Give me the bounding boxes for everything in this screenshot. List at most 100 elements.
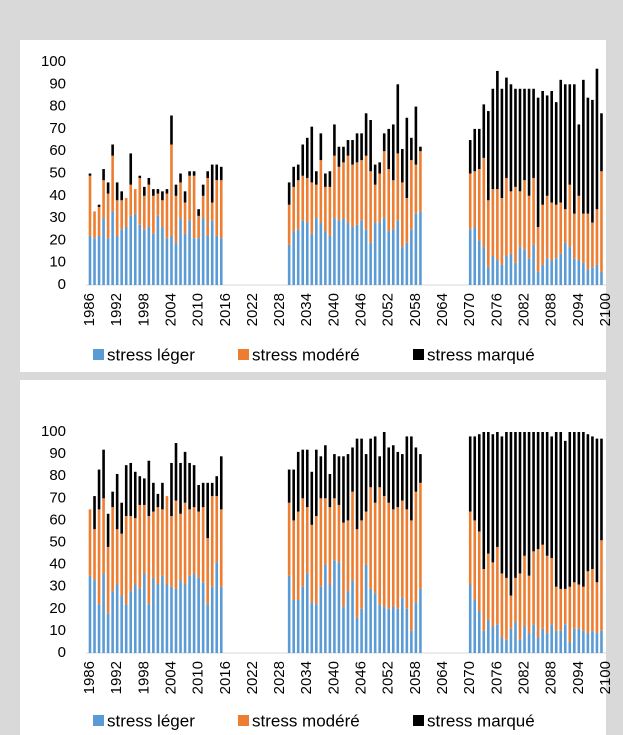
- bar-segment: [360, 160, 363, 221]
- bar-segment: [179, 462, 182, 514]
- bar-segment: [468, 229, 472, 285]
- y-tick-label: 70: [49, 120, 66, 137]
- bar-segment: [514, 88, 517, 187]
- bar-segment: [219, 456, 223, 510]
- bar-segment: [165, 496, 169, 585]
- bar-segment: [305, 137, 309, 178]
- legend-swatch: [238, 715, 249, 726]
- bar-segment: [315, 604, 318, 653]
- bar-segment: [93, 529, 96, 581]
- bar-segment: [93, 238, 96, 285]
- y-tick-label: 10: [49, 622, 66, 639]
- bar-segment: [143, 195, 146, 230]
- bar-segment: [174, 184, 178, 196]
- x-tick-label: 2022: [244, 293, 261, 326]
- bar-segment: [505, 639, 508, 653]
- bar-segment: [133, 584, 137, 653]
- bar-segment: [487, 200, 490, 268]
- bar-segment: [192, 175, 196, 239]
- x-tick-label: 2052: [380, 661, 397, 694]
- x-tick-label: 2046: [353, 661, 370, 694]
- bar-segment: [373, 436, 377, 503]
- bar-segment: [419, 211, 422, 285]
- bar-segment: [88, 575, 92, 653]
- bar-segment: [88, 173, 92, 176]
- bar-segment: [93, 211, 96, 239]
- bar-segment: [405, 608, 409, 653]
- bar-segment: [188, 462, 191, 510]
- bar-segment: [215, 235, 219, 285]
- bar-segment: [111, 155, 114, 212]
- bar-segment: [170, 235, 173, 285]
- bar-segment: [296, 511, 300, 600]
- bar-segment: [382, 606, 386, 653]
- bar-segment: [491, 256, 495, 285]
- bar-segment: [156, 584, 160, 653]
- x-tick-label: 2046: [353, 293, 370, 326]
- bar-segment: [545, 195, 549, 259]
- y-tick-label: 60: [49, 142, 66, 159]
- bar-segment: [396, 507, 400, 609]
- bar-segment: [183, 451, 187, 503]
- bar-segment: [152, 511, 155, 578]
- bar-segment: [328, 171, 332, 187]
- bar-segment: [106, 546, 110, 614]
- bar-segment: [355, 438, 359, 530]
- bar-segment: [364, 155, 368, 230]
- bar-segment: [219, 180, 223, 239]
- x-tick-label: 2076: [488, 293, 505, 326]
- bar-segment: [541, 264, 544, 285]
- bar-segment: [210, 202, 214, 221]
- bar-segment: [120, 502, 123, 534]
- bar-segment: [124, 515, 128, 605]
- bar-segment: [192, 171, 196, 176]
- bar-segment: [296, 229, 300, 285]
- bar-segment: [509, 253, 513, 285]
- bar-segment: [387, 502, 391, 609]
- bar-segment: [156, 193, 160, 216]
- bar-segment: [482, 569, 486, 631]
- bar-segment: [554, 258, 558, 285]
- y-tick-label: 60: [49, 511, 66, 528]
- legend-label: stress marqué: [427, 345, 535, 364]
- bar-segment: [405, 198, 409, 243]
- bar-segment: [586, 633, 590, 653]
- bar-segment: [97, 204, 101, 207]
- bar-segment: [102, 169, 105, 181]
- bar-segment: [342, 218, 345, 285]
- bar-segment: [496, 546, 499, 625]
- bar-segment: [147, 227, 151, 285]
- bar-segment: [369, 487, 372, 589]
- bar-segment: [405, 436, 409, 510]
- bar-segment: [310, 471, 314, 525]
- bar-segment: [210, 220, 214, 285]
- bar-segment: [378, 487, 381, 605]
- bar-segment: [369, 119, 372, 172]
- x-tick-label: 2010: [190, 661, 207, 694]
- bar-segment: [287, 182, 291, 205]
- bar-segment: [536, 97, 540, 228]
- bar-segment: [382, 151, 386, 219]
- bar-segment: [559, 588, 563, 631]
- bar-segment: [147, 184, 151, 228]
- bar-segment: [414, 602, 418, 653]
- bar-segment: [179, 513, 182, 581]
- bar-segment: [582, 213, 585, 263]
- bar-segment: [310, 524, 314, 603]
- bar-segment: [505, 77, 508, 178]
- bar-segment: [527, 195, 531, 259]
- bar-segment: [360, 520, 363, 609]
- bar-segment: [305, 177, 309, 223]
- bar-segment: [143, 504, 146, 574]
- bar-segment: [296, 180, 300, 230]
- bar-segment: [419, 454, 422, 483]
- bar-segment: [491, 88, 495, 190]
- bar-segment: [328, 473, 332, 508]
- bar-segment: [391, 445, 395, 510]
- bar-segment: [156, 189, 160, 194]
- bar-segment: [143, 229, 146, 285]
- bar-segment: [378, 162, 381, 174]
- bar-segment: [129, 184, 133, 216]
- bar-segment: [324, 231, 327, 285]
- bar-segment: [206, 538, 209, 605]
